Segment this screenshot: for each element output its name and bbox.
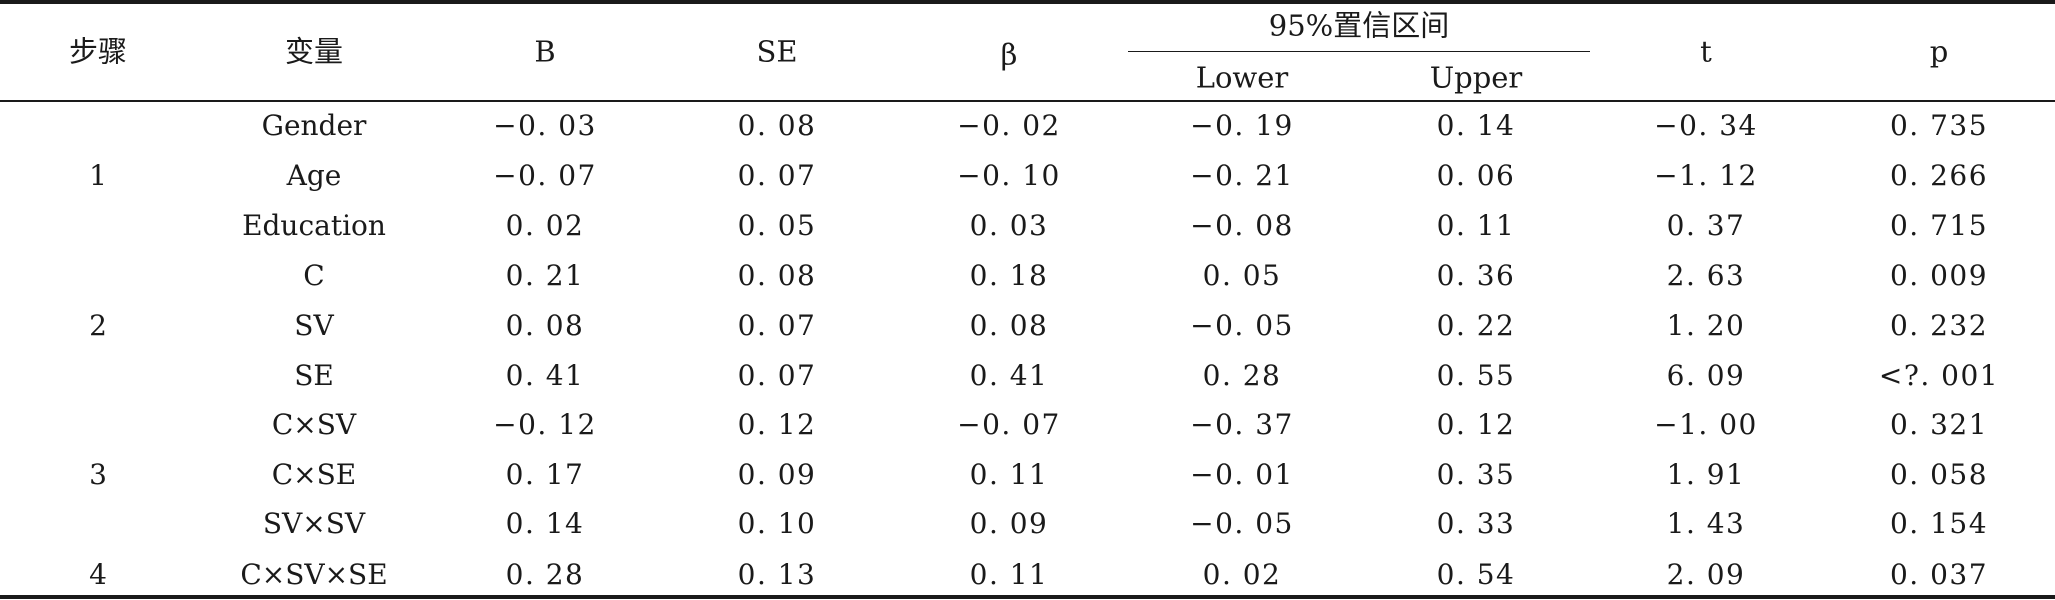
- step-label: 2: [89, 309, 107, 342]
- p-cell: 0. 154: [1889, 507, 1989, 540]
- b-cell: 0. 28: [505, 558, 585, 591]
- lower-cell: 0. 05: [1202, 259, 1282, 292]
- header-p: p: [1929, 34, 1949, 69]
- lower-cell: −0. 08: [1190, 209, 1294, 242]
- p-cell: 0. 058: [1889, 458, 1989, 491]
- lower-cell: −0. 05: [1190, 507, 1294, 540]
- header-b: B: [534, 34, 556, 69]
- b-cell: 0. 41: [505, 359, 585, 392]
- se-cell: 0. 13: [737, 558, 817, 591]
- step-label: 1: [89, 159, 107, 192]
- p-cell: 0. 715: [1889, 209, 1989, 242]
- header-se: SE: [756, 34, 798, 69]
- t-cell: −1. 00: [1654, 408, 1758, 441]
- p-cell: 0. 735: [1889, 109, 1989, 142]
- variable-cell: SV×SV: [262, 507, 366, 540]
- variable-cell: SV: [294, 309, 334, 342]
- t-cell: 1. 43: [1666, 507, 1746, 540]
- p-cell: 0. 321: [1889, 408, 1989, 441]
- lower-cell: 0. 02: [1202, 558, 1282, 591]
- lower-cell: 0. 28: [1202, 359, 1282, 392]
- se-cell: 0. 09: [737, 458, 817, 491]
- b-cell: −0. 07: [493, 159, 597, 192]
- b-cell: 0. 14: [505, 507, 585, 540]
- p-cell: <?. 001: [1878, 359, 2000, 392]
- upper-cell: 0. 06: [1436, 159, 1516, 192]
- header-beta: β: [1000, 37, 1018, 72]
- lower-cell: −0. 37: [1190, 408, 1294, 441]
- header-rule: [0, 100, 2055, 102]
- header-variable: 变量: [284, 34, 344, 69]
- lower-cell: −0. 21: [1190, 159, 1294, 192]
- p-cell: 0. 232: [1889, 309, 1989, 342]
- b-cell: 0. 08: [505, 309, 585, 342]
- lower-cell: −0. 01: [1190, 458, 1294, 491]
- b-cell: −0. 03: [493, 109, 597, 142]
- variable-cell: C: [303, 259, 325, 292]
- header-ci-group: 95%置信区间: [1268, 8, 1450, 43]
- header-t: t: [1700, 34, 1712, 69]
- header-lower: Lower: [1195, 60, 1289, 95]
- t-cell: 1. 91: [1666, 458, 1746, 491]
- variable-cell: Age: [286, 159, 342, 192]
- se-cell: 0. 12: [737, 408, 817, 441]
- p-cell: 0. 037: [1889, 558, 1989, 591]
- t-cell: 2. 63: [1666, 259, 1746, 292]
- t-cell: 1. 20: [1666, 309, 1746, 342]
- beta-cell: 0. 11: [969, 558, 1049, 591]
- upper-cell: 0. 35: [1436, 458, 1516, 491]
- lower-cell: −0. 19: [1190, 109, 1294, 142]
- t-cell: 2. 09: [1666, 558, 1746, 591]
- se-cell: 0. 07: [737, 309, 817, 342]
- variable-cell: C×SV: [271, 408, 357, 441]
- header-upper: Upper: [1429, 60, 1523, 95]
- variable-cell: SE: [294, 359, 334, 392]
- se-cell: 0. 05: [737, 209, 817, 242]
- t-cell: 0. 37: [1666, 209, 1746, 242]
- se-cell: 0. 10: [737, 507, 817, 540]
- beta-cell: 0. 11: [969, 458, 1049, 491]
- lower-cell: −0. 05: [1190, 309, 1294, 342]
- t-cell: −1. 12: [1654, 159, 1758, 192]
- se-cell: 0. 07: [737, 159, 817, 192]
- upper-cell: 0. 11: [1436, 209, 1516, 242]
- beta-cell: 0. 03: [969, 209, 1049, 242]
- beta-cell: −0. 02: [957, 109, 1061, 142]
- variable-cell: C×SV×SE: [240, 558, 388, 591]
- top-rule: [0, 0, 2055, 4]
- variable-cell: C×SE: [271, 458, 357, 491]
- step-label: 4: [89, 558, 107, 591]
- upper-cell: 0. 54: [1436, 558, 1516, 591]
- bottom-rule: [0, 595, 2055, 599]
- upper-cell: 0. 22: [1436, 309, 1516, 342]
- se-cell: 0. 07: [737, 359, 817, 392]
- beta-cell: 0. 09: [969, 507, 1049, 540]
- se-cell: 0. 08: [737, 109, 817, 142]
- beta-cell: 0. 41: [969, 359, 1049, 392]
- p-cell: 0. 266: [1889, 159, 1989, 192]
- b-cell: 0. 17: [505, 458, 585, 491]
- upper-cell: 0. 36: [1436, 259, 1516, 292]
- upper-cell: 0. 12: [1436, 408, 1516, 441]
- variable-cell: Gender: [261, 109, 367, 142]
- beta-cell: 0. 08: [969, 309, 1049, 342]
- beta-cell: −0. 07: [957, 408, 1061, 441]
- ci-group-rule: [1128, 51, 1590, 52]
- header-step: 步骤: [68, 34, 128, 69]
- variable-cell: Education: [242, 209, 386, 242]
- p-cell: 0. 009: [1889, 259, 1989, 292]
- upper-cell: 0. 55: [1436, 359, 1516, 392]
- beta-cell: −0. 10: [957, 159, 1061, 192]
- upper-cell: 0. 33: [1436, 507, 1516, 540]
- t-cell: −0. 34: [1654, 109, 1758, 142]
- b-cell: 0. 02: [505, 209, 585, 242]
- upper-cell: 0. 14: [1436, 109, 1516, 142]
- b-cell: 0. 21: [505, 259, 585, 292]
- step-label: 3: [89, 458, 107, 491]
- se-cell: 0. 08: [737, 259, 817, 292]
- beta-cell: 0. 18: [969, 259, 1049, 292]
- b-cell: −0. 12: [493, 408, 597, 441]
- t-cell: 6. 09: [1666, 359, 1746, 392]
